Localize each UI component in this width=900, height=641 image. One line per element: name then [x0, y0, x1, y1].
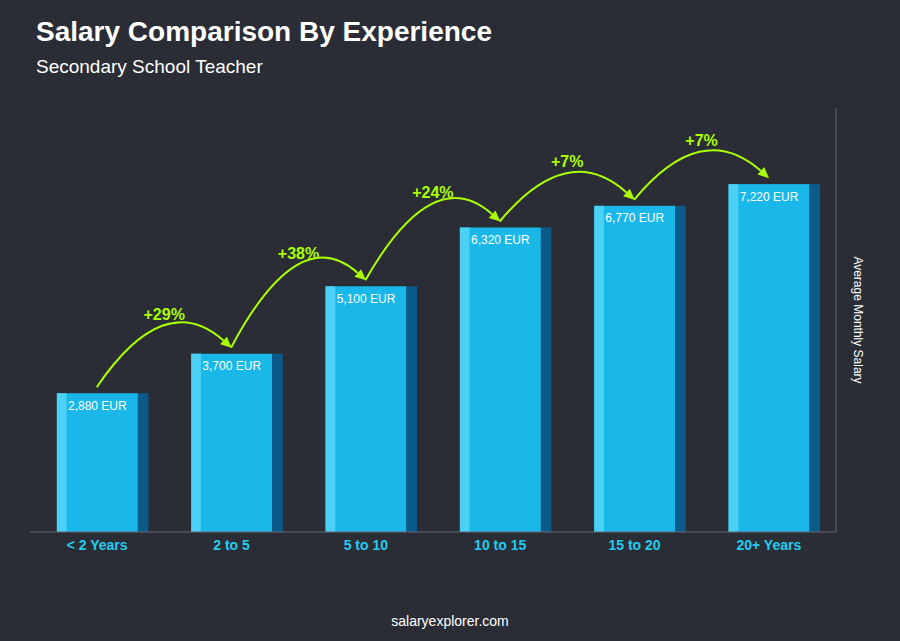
svg-text:+7%: +7%	[551, 153, 583, 170]
svg-text:5,100 EUR: 5,100 EUR	[337, 292, 396, 306]
svg-text:7,220 EUR: 7,220 EUR	[740, 190, 799, 204]
svg-text:5 to 10: 5 to 10	[344, 537, 389, 553]
svg-text:< 2 Years: < 2 Years	[67, 537, 128, 553]
svg-text:2 to 5: 2 to 5	[213, 537, 250, 553]
svg-text:3,700 EUR: 3,700 EUR	[202, 359, 261, 373]
svg-text:+7%: +7%	[685, 132, 717, 149]
svg-text:2,880 EUR: 2,880 EUR	[68, 399, 127, 413]
svg-text:20+ Years: 20+ Years	[736, 537, 801, 553]
svg-text:+38%: +38%	[278, 245, 319, 262]
svg-text:6,770 EUR: 6,770 EUR	[605, 211, 664, 225]
html-text:salaryexplorer.com: salaryexplorer.com	[391, 613, 509, 629]
svg-text:6,320 EUR: 6,320 EUR	[471, 233, 530, 247]
html-text:Secondary School Teacher: Secondary School Teacher	[36, 56, 263, 77]
svg-text:15 to 20: 15 to 20	[608, 537, 660, 553]
svg-text:+24%: +24%	[412, 184, 453, 201]
svg-text:+29%: +29%	[144, 306, 185, 323]
svg-text:Average Monthly Salary: Average Monthly Salary	[851, 256, 865, 383]
html-text:Salary Comparison By Experienc: Salary Comparison By Experience	[36, 16, 492, 47]
svg-text:10 to 15: 10 to 15	[474, 537, 526, 553]
